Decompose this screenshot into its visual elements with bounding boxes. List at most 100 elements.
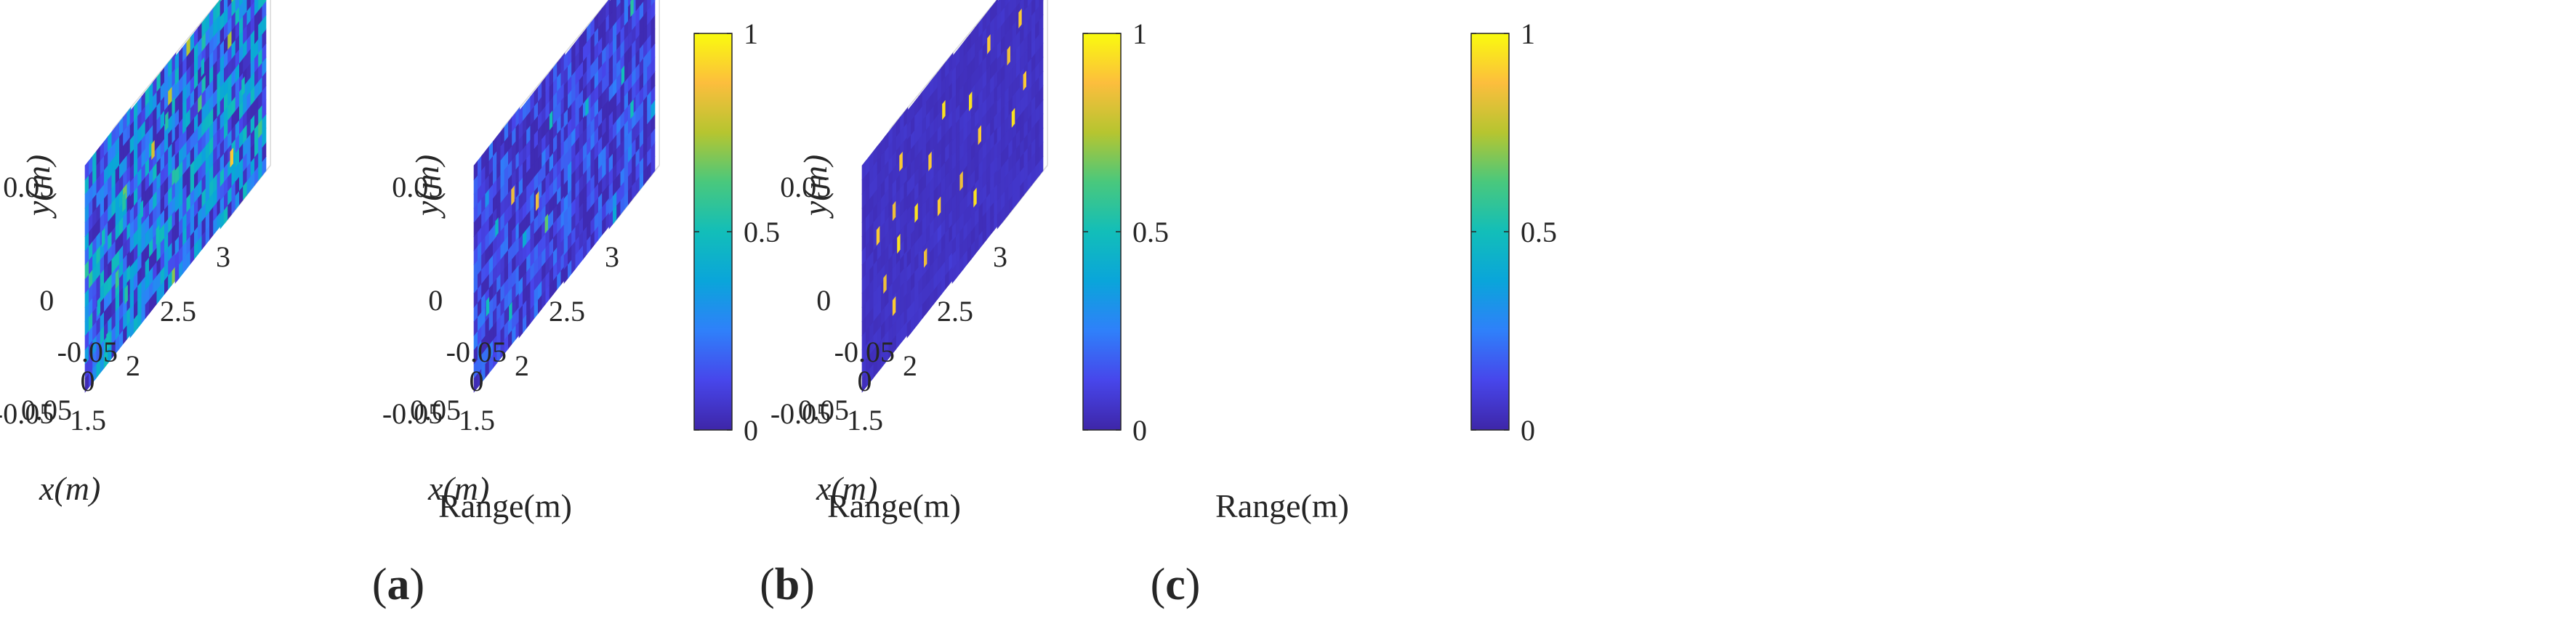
target-point-3: [97, 296, 101, 317]
y-axis-label: y(m): [20, 155, 57, 219]
range-axis-label: Range(m): [1215, 487, 1349, 524]
target-point-13: [978, 125, 981, 145]
slice-3-range-3: [997, 0, 1044, 230]
panel-b: 0.050-0.050.050-0.051.522.53y(m)x(m) Rang…: [382, 0, 1169, 609]
target-point-18: [1007, 45, 1010, 66]
y-axis-label: y(m): [408, 155, 446, 219]
target-point-14: [959, 171, 963, 191]
x-axis-label: x(m): [816, 470, 877, 507]
target-point-3: [509, 301, 512, 322]
slice-2-range-2.5: [951, 0, 999, 284]
slice-1-range-2: [906, 52, 954, 338]
colorbar-tick-label: 0: [1521, 414, 1535, 447]
target-point-6: [544, 214, 548, 234]
target-point-6: [942, 100, 946, 121]
target-point-7: [165, 111, 169, 131]
target-point-4: [124, 284, 128, 305]
range-axis-label: Range(m): [438, 487, 572, 524]
target-point-0: [122, 192, 126, 213]
y-tick-label: 0.05: [3, 171, 54, 203]
target-point-5: [536, 191, 539, 211]
range-tick-label: 2: [126, 349, 140, 382]
panel-c: 0.050-0.050.050-0.051.522.53y(m)x(m) Rang…: [770, 0, 1557, 609]
panel-label-b: (b): [760, 560, 815, 609]
target-point-0: [511, 185, 515, 206]
target-point-3: [897, 233, 901, 254]
range-tick-label: 2: [515, 349, 529, 382]
panel-label-a: (a): [372, 560, 424, 609]
target-point-9: [937, 196, 941, 216]
y-axis-label: y(m): [797, 155, 834, 219]
range-tick-label: 2: [903, 349, 917, 382]
target-point-1: [102, 227, 105, 248]
range-tick-label: 2.5: [937, 295, 973, 328]
target-point-7: [585, 97, 589, 117]
colorbar-tick-label: 1: [744, 17, 758, 50]
y-tick-label: 0: [428, 284, 443, 317]
y-tick-label: 0: [39, 284, 54, 317]
slice-3-range-3: [608, 0, 656, 230]
x-tick-label: -0.05: [834, 336, 895, 368]
target-point-5: [892, 296, 896, 317]
target-point-11: [182, 114, 186, 134]
target-point-8: [914, 203, 918, 223]
target-point-20: [1011, 107, 1015, 128]
range-tick-label: 3: [993, 240, 1007, 273]
x-tick-label: -0.05: [57, 336, 118, 368]
colorbar-tick-label: 0.5: [744, 216, 780, 248]
x-tick-label: 0: [858, 365, 872, 397]
x-tick-label: 0.05: [798, 394, 849, 426]
y-tick-label: 0: [816, 284, 831, 317]
target-point-17: [1018, 8, 1022, 29]
target-point-8: [140, 200, 143, 220]
x-tick-label: 0.05: [21, 394, 72, 426]
slice-0-range-1.5: [861, 107, 909, 393]
range-tick-label: 3: [216, 240, 230, 273]
x-tick-label: 0.05: [410, 394, 461, 426]
range-tick-label: 2.5: [160, 295, 196, 328]
colorbar-tick-label: 0: [1132, 414, 1147, 447]
target-point-1: [892, 200, 896, 222]
target-point-10: [924, 248, 927, 268]
range-axis-label: Range(m): [827, 487, 961, 524]
colorbar-tick-label: 1: [1132, 17, 1147, 50]
slice-3-range-3: [220, 0, 267, 230]
target-point-0: [899, 151, 903, 172]
y-tick-label: -0.05: [770, 397, 831, 430]
target-point-10: [201, 57, 204, 78]
y-tick-label: 0.05: [392, 171, 443, 203]
x-axis-label: x(m): [39, 470, 100, 507]
x-tick-label: 0: [470, 365, 484, 397]
target-point-9: [621, 65, 625, 86]
range-tick-label: 2.5: [549, 295, 585, 328]
target-point-15: [973, 187, 977, 208]
colorbar-tick-label: 0.5: [1132, 216, 1169, 248]
target-point-12: [241, 76, 245, 97]
range-tick-label: 1.5: [459, 404, 495, 437]
target-point-19: [1023, 70, 1026, 91]
colorbar-tick-label: 0: [744, 414, 758, 447]
colorbar-tick-label: 1: [1521, 17, 1535, 50]
colorbar-tick-label: 0.5: [1521, 216, 1557, 248]
target-point-6: [151, 139, 155, 161]
target-point-1: [495, 217, 499, 238]
slice-0-range-1.5: [473, 107, 520, 393]
target-point-2: [115, 269, 119, 289]
target-point-13: [230, 147, 233, 168]
y-tick-label: -0.05: [382, 397, 443, 430]
range-tick-label: 1.5: [70, 404, 106, 437]
slice-2-range-2.5: [174, 0, 222, 284]
y-tick-label: -0.05: [0, 397, 54, 430]
target-point-4: [549, 110, 553, 131]
range-tick-label: 3: [605, 240, 619, 273]
target-point-2: [876, 226, 880, 246]
target-point-4: [883, 274, 887, 294]
y-tick-label: 0.05: [780, 171, 831, 203]
target-point-8: [630, 0, 634, 17]
target-point-10: [630, 99, 634, 119]
slice-1-range-2: [129, 52, 177, 338]
range-tick-label: 1.5: [847, 404, 883, 437]
x-tick-label: -0.05: [446, 336, 507, 368]
colorbar: 10.50: [1470, 17, 1557, 447]
